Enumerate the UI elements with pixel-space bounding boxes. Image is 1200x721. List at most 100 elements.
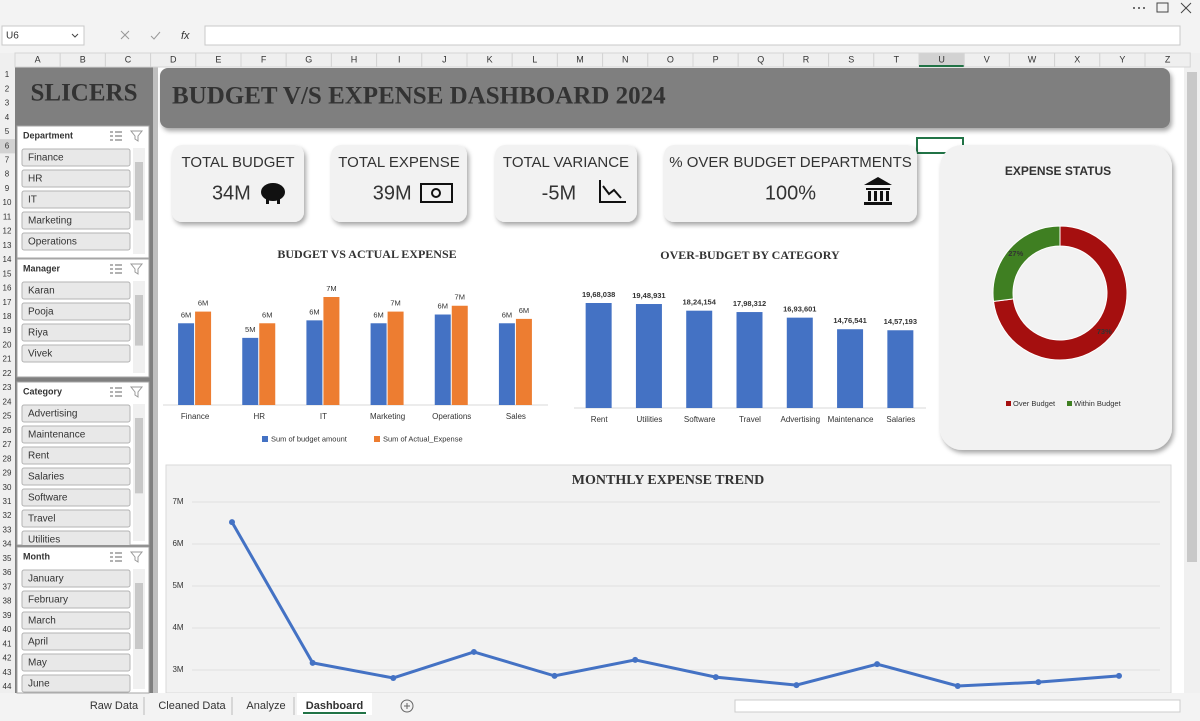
bar — [323, 297, 340, 405]
trend-point — [1116, 672, 1122, 679]
data-label: 16,93,601 — [783, 305, 816, 314]
trend-point — [229, 519, 235, 526]
slicer-item[interactable] — [21, 323, 131, 342]
category-label: Rent — [591, 415, 609, 424]
category-label: Operations — [432, 412, 471, 421]
column-letter: C — [125, 54, 132, 64]
bank-icon — [864, 177, 892, 205]
scroll-thumb[interactable] — [1187, 72, 1197, 562]
horizontal-scrollbar[interactable] — [734, 699, 1181, 713]
data-label: 6M — [502, 310, 512, 319]
data-label: 7M — [390, 299, 400, 308]
bar — [686, 310, 713, 408]
slicer-scroll-thumb[interactable] — [135, 583, 143, 649]
money-coin — [431, 188, 441, 198]
slicer-item[interactable] — [21, 632, 131, 651]
slicer-scroll-thumb[interactable] — [135, 418, 143, 494]
slicer-item[interactable] — [21, 211, 131, 230]
sheet-tab[interactable]: Raw Data — [90, 700, 139, 712]
trend-point — [874, 661, 881, 668]
slicer-item[interactable] — [21, 232, 131, 251]
trend-point — [1035, 679, 1042, 686]
data-label: 7M — [326, 284, 336, 293]
multiselect-icon[interactable] — [110, 131, 122, 141]
row-number: 11 — [3, 212, 12, 221]
slicer-item[interactable] — [21, 590, 131, 609]
column-letter: H — [351, 54, 358, 64]
chart-title: OVER-BUDGET BY CATEGORY — [660, 248, 840, 262]
column-letter: F — [261, 54, 267, 64]
category-label: Travel — [739, 415, 761, 424]
clear-filter-icon[interactable] — [129, 551, 144, 563]
slicer-scroll-thumb[interactable] — [135, 295, 143, 346]
sheet-tab[interactable]: Dashboard — [306, 700, 363, 712]
bar — [195, 311, 212, 405]
column-letter: O — [667, 54, 674, 64]
chart-title: MONTHLY EXPENSE TREND — [572, 473, 764, 488]
slicer-item[interactable] — [21, 509, 131, 528]
row-number: 15 — [3, 269, 12, 278]
sheet-tab[interactable]: Analyze — [246, 700, 285, 712]
slicer-header: Category — [23, 386, 62, 396]
column-letter: K — [487, 54, 493, 64]
slicer-item[interactable] — [21, 611, 131, 630]
name-box[interactable] — [1, 25, 85, 46]
kpi-label: TOTAL EXPENSE — [338, 154, 459, 171]
slicer-item-label: Riya — [28, 328, 48, 339]
slicer-scroll-thumb[interactable] — [135, 162, 143, 221]
data-label: 6M — [181, 310, 191, 319]
row-number: 26 — [3, 426, 12, 435]
data-label: 17,98,312 — [733, 299, 766, 308]
multiselect-icon[interactable] — [110, 264, 122, 274]
column-letter: W — [1028, 54, 1037, 64]
category-label: IT — [320, 412, 327, 421]
column-letter: G — [305, 54, 312, 64]
slicer-item[interactable] — [21, 569, 131, 588]
column-header[interactable] — [1144, 52, 1191, 68]
row-number: 27 — [3, 440, 12, 449]
slicer-item[interactable] — [21, 404, 131, 423]
clear-filter-icon[interactable] — [129, 130, 144, 142]
slicer-item[interactable] — [21, 281, 131, 300]
slicer-item[interactable] — [21, 148, 131, 167]
row-number: 24 — [3, 397, 12, 406]
y-tick-label: 3M — [172, 665, 183, 674]
slicer-item-label: May — [28, 658, 47, 669]
slicer-item-label: Advertising — [28, 409, 77, 420]
slicer-item[interactable] — [21, 653, 131, 672]
add-sheet[interactable] — [400, 699, 414, 713]
clear-filter-icon[interactable] — [129, 263, 144, 275]
sheet-tab-active[interactable] — [297, 693, 372, 715]
clear-filter-icon[interactable] — [129, 386, 144, 398]
row-number: 44 — [3, 682, 12, 691]
trend-point — [793, 682, 800, 689]
data-label: 19,68,038 — [582, 290, 615, 299]
category-label: Software — [684, 415, 716, 424]
row-number: 18 — [3, 312, 12, 321]
kpi-value: 39M — [373, 182, 412, 204]
name-box-text: U6 — [6, 31, 19, 42]
slicer-item[interactable] — [21, 169, 131, 188]
row-number: 12 — [3, 227, 12, 236]
slicer-item[interactable] — [21, 674, 131, 693]
row-number: 19 — [3, 326, 12, 335]
sheet-tab[interactable]: Cleaned Data — [158, 700, 226, 712]
slicer-item[interactable] — [21, 344, 131, 363]
row-number: 35 — [3, 554, 12, 563]
slicer-item[interactable] — [21, 425, 131, 444]
slicer-item-label: March — [28, 616, 56, 627]
multiselect-icon[interactable] — [110, 552, 122, 562]
slicer-item[interactable] — [21, 190, 131, 209]
slicer-item[interactable] — [21, 530, 131, 548]
slicer-item-label: Utilities — [28, 535, 60, 546]
formula-input[interactable] — [204, 25, 1181, 46]
multiselect-icon[interactable] — [110, 387, 122, 397]
slicers-title: SLICERS — [31, 80, 138, 107]
money-icon — [420, 183, 453, 203]
slicer-item[interactable] — [21, 302, 131, 321]
piggy-icon — [261, 183, 285, 201]
slicer-item[interactable] — [21, 446, 131, 465]
kpi-label: TOTAL VARIANCE — [503, 154, 629, 171]
slicer-item[interactable] — [21, 467, 131, 486]
slicer-item[interactable] — [21, 488, 131, 507]
